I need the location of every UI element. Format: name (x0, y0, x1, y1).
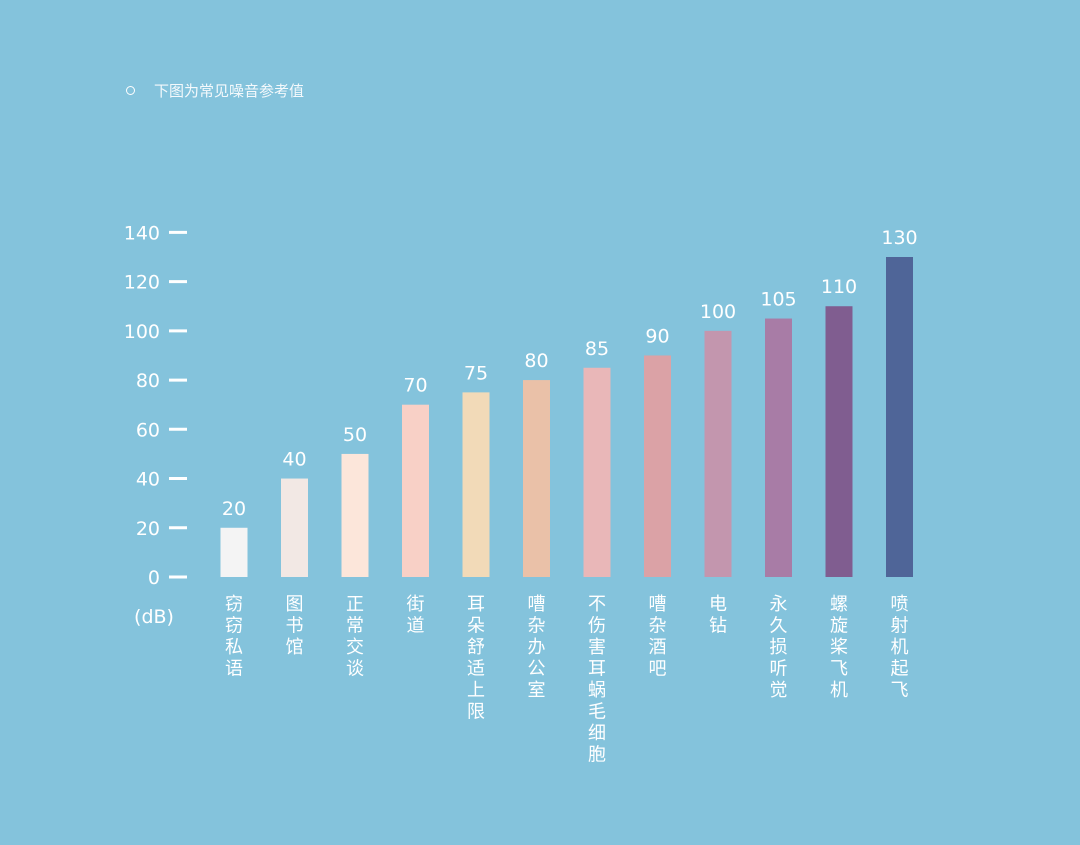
bar (583, 367, 611, 577)
bar (644, 355, 671, 577)
bar-value-label: 85 (585, 338, 609, 360)
bar-value-label: 70 (403, 375, 427, 397)
category-label: 窃窃私语 (225, 594, 243, 680)
bar-value-label: 100 (700, 301, 736, 323)
category-label: 喷射机起飞 (891, 594, 909, 701)
category-label: 正常交谈 (346, 594, 364, 680)
bar (765, 318, 792, 577)
y-tick-label: 60 (136, 419, 160, 441)
bar-value-label: 105 (760, 289, 796, 311)
category-label: 嘈杂办公室 (528, 594, 546, 701)
y-tick-label: 20 (136, 518, 160, 540)
bar-value-label: 130 (881, 227, 917, 249)
bar-value-label: 75 (464, 362, 488, 384)
y-tick-label: 100 (124, 321, 160, 343)
bar-value-label: 80 (524, 350, 548, 372)
y-tick-label: 140 (124, 222, 160, 244)
y-tick-label: 40 (136, 469, 160, 491)
category-label: 电钻 (709, 594, 727, 637)
bar (825, 306, 853, 577)
bar (402, 404, 429, 577)
bar-value-label: 90 (645, 325, 669, 347)
category-label: 耳朵舒适上限 (467, 594, 485, 723)
category-label: 不伤害耳蜗毛细胞 (588, 594, 606, 766)
category-label: 街道 (407, 594, 425, 637)
category-label: 嘈杂酒吧 (649, 594, 667, 680)
bar (462, 392, 490, 577)
bar (886, 257, 913, 577)
bar (523, 380, 550, 577)
y-tick-label: 80 (136, 370, 160, 392)
bar (281, 478, 308, 577)
chart-note: 下图为常见噪音参考值 (126, 80, 304, 101)
category-label: 永久损听觉 (770, 594, 788, 701)
category-label: 图书馆 (286, 594, 304, 658)
bar (341, 453, 369, 577)
circle-bullet-icon (126, 86, 135, 95)
bar-value-label: 110 (821, 276, 857, 298)
bar (220, 527, 248, 577)
bar-value-label: 40 (282, 449, 306, 471)
bar-value-label: 50 (343, 424, 367, 446)
y-tick-label: 0 (148, 567, 160, 589)
note-text: 下图为常见噪音参考值 (154, 82, 305, 100)
category-label: 螺旋桨飞机 (830, 594, 848, 701)
y-unit-label: (dB) (134, 606, 174, 628)
y-tick-label: 120 (124, 272, 160, 294)
bar (704, 330, 732, 577)
bar-value-label: 20 (222, 498, 246, 520)
